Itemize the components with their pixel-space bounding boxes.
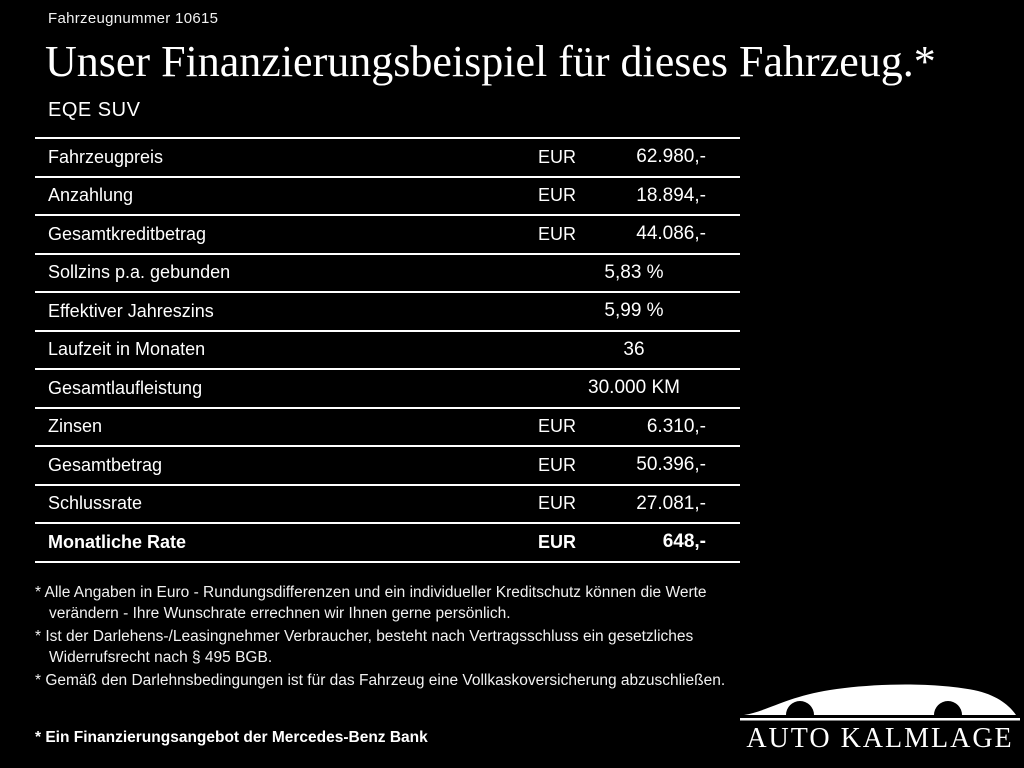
car-silhouette-icon [740, 684, 1020, 721]
row-value: 18.894,- [636, 184, 706, 206]
row-label: Zinsen [48, 416, 103, 437]
table-row-gesamtbetrag: Gesamtbetrag EUR 50.396,- [35, 447, 740, 486]
row-value: 27.081,- [636, 492, 706, 514]
footnote-rounding: * Alle Angaben in Euro - Rundungsdiffere… [35, 584, 707, 622]
table-row-anzahlung: Anzahlung EUR 18.894,- [35, 178, 740, 216]
row-value: 6.310,- [646, 415, 706, 437]
row-label: Gesamtbetrag [48, 454, 163, 475]
footnote-widerrufsrecht: * Ist der Darlehens-/Leasingnehmer Verbr… [35, 628, 694, 666]
row-currency: EUR [538, 454, 577, 475]
row-value: 30.000 KM [588, 377, 680, 399]
row-value: 50.396,- [636, 454, 706, 476]
table-row-effektiver-jahreszins: Effektiver Jahreszins 5,99 % [35, 293, 740, 332]
row-currency: EUR [538, 146, 577, 167]
row-value: 5,99 % [604, 300, 664, 322]
table-row-monatliche-rate: Monatliche Rate EUR 648,- [35, 524, 740, 563]
row-label: Sollzins p.a. gebunden [48, 262, 231, 283]
page-title: Unser Finanzierungsbeispiel für dieses F… [45, 37, 936, 86]
footnote-vollkasko: * Gemäß den Darlehnsbedingungen ist für … [35, 672, 726, 689]
row-currency: EUR [538, 223, 577, 244]
vehicle-number: Fahrzeugnummer 10615 [48, 10, 219, 27]
dealer-name: AUTO KALMLAGE [746, 723, 1014, 754]
row-label: Effektiver Jahreszins [48, 300, 214, 321]
row-value: 5,83 % [604, 261, 664, 283]
finance-table: Fahrzeugpreis EUR 62.980,- Anzahlung EUR… [35, 137, 740, 563]
table-row-schlussrate: Schlussrate EUR 27.081,- [35, 486, 740, 524]
row-label: Gesamtlaufleistung [48, 377, 203, 398]
row-value: 62.980,- [636, 146, 706, 168]
table-row-laufzeit: Laufzeit in Monaten 36 [35, 332, 740, 370]
row-label: Anzahlung [48, 185, 134, 206]
vehicle-model: EQE SUV [48, 99, 141, 121]
row-label: Gesamtkreditbetrag [48, 223, 207, 244]
row-value: 36 [623, 338, 645, 360]
table-row-zinsen: Zinsen EUR 6.310,- [35, 409, 740, 447]
footnotes: * Alle Angaben in Euro - Rundungsdiffere… [35, 582, 740, 693]
row-currency: EUR [538, 185, 577, 206]
row-value: 648,- [662, 531, 706, 553]
row-label: Fahrzeugpreis [48, 146, 164, 167]
row-value: 44.086,- [636, 223, 706, 245]
dealer-logo: AUTO KALMLAGE [740, 680, 1020, 755]
row-currency: EUR [538, 416, 577, 437]
row-label: Laufzeit in Monaten [48, 339, 206, 360]
table-row-gesamtlaufleistung: Gesamtlaufleistung 30.000 KM [35, 370, 740, 409]
row-currency: EUR [538, 493, 577, 514]
table-row-sollzins: Sollzins p.a. gebunden 5,83 % [35, 255, 740, 293]
row-label: Schlussrate [48, 493, 143, 514]
row-currency: EUR [538, 531, 577, 552]
row-label: Monatliche Rate [48, 531, 187, 552]
table-row-gesamtkreditbetrag: Gesamtkreditbetrag EUR 44.086,- [35, 216, 740, 255]
bank-note: * Ein Finanzierungsangebot der Mercedes-… [35, 729, 428, 746]
table-row-fahrzeugpreis: Fahrzeugpreis EUR 62.980,- [35, 139, 740, 178]
